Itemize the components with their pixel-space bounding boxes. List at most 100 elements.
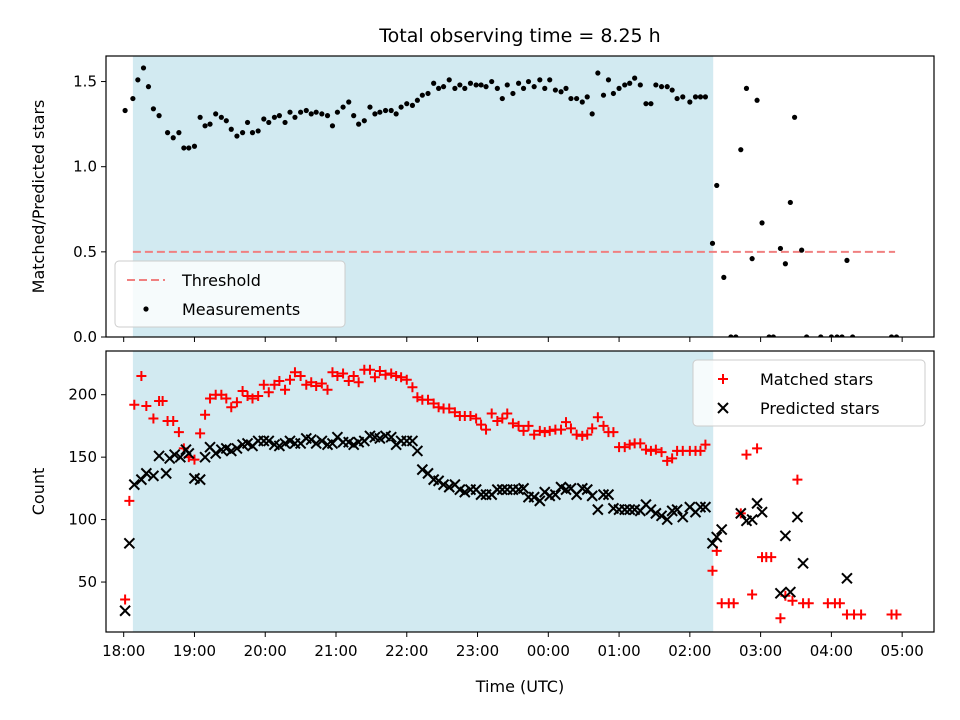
predicted-star-point (491, 483, 504, 496)
measurement-point (537, 77, 543, 83)
matched-star-point (380, 369, 391, 380)
predicted-star-point (671, 503, 683, 516)
matched-star-point (656, 447, 667, 458)
matched-star-point (374, 365, 385, 376)
matched-star-point (766, 552, 777, 563)
matched-star-point (481, 424, 492, 435)
matched-star-point (834, 598, 845, 609)
matched-star-point (556, 424, 567, 435)
matched-star-point (507, 418, 518, 429)
matched-star-point (471, 413, 482, 424)
y-axis-label: Matched/Predicted stars (29, 100, 48, 294)
measurement-point (135, 77, 141, 83)
predicted-star-point (619, 503, 631, 516)
matched-star-point (258, 379, 269, 390)
measurement-point (547, 77, 553, 83)
measurement-point (552, 87, 558, 93)
matched-star-point (486, 408, 497, 419)
measurement-point (361, 118, 367, 124)
measurement-point (414, 97, 420, 103)
measurement-point (648, 101, 654, 107)
measurement-point (531, 84, 537, 90)
measurement-point (218, 114, 224, 120)
legend-predicted-label: Predicted stars (760, 399, 880, 418)
matched-star-point (168, 415, 179, 426)
matched-star-point (157, 395, 168, 406)
measurement-point (452, 85, 458, 91)
predicted-star-point (592, 503, 604, 516)
measurement-point (473, 82, 479, 88)
matched-star-point (598, 420, 609, 431)
matched-star-point (391, 370, 402, 381)
measurement-point (170, 135, 176, 141)
measurement-point (457, 82, 463, 88)
predicted-star-point (128, 478, 141, 491)
measurement-point (888, 334, 895, 337)
matched-star-point (129, 399, 140, 410)
measurement-point (568, 95, 574, 102)
measurement-point (510, 90, 516, 97)
measurement-point (499, 95, 505, 102)
matched-star-point (289, 367, 300, 378)
legend-box (114, 260, 346, 328)
x-tick-label: 00:00 (527, 642, 570, 660)
measurement-point (782, 261, 788, 267)
predicted-star-point (746, 513, 758, 526)
predicted-star-point (751, 497, 763, 510)
predicted-star-point (597, 488, 610, 501)
measurement-point (419, 92, 425, 98)
measurement-point (478, 82, 484, 88)
predicted-star-point (258, 435, 270, 447)
measurement-point (850, 334, 856, 337)
measurement-point (367, 104, 373, 110)
matched-star-point (274, 375, 285, 386)
x-tick-label: 02:00 (668, 642, 711, 660)
matched-star-point (338, 368, 349, 379)
measurement-point (616, 85, 622, 91)
measurement-point (276, 113, 282, 119)
measurement-point (122, 107, 128, 114)
measurement-point (308, 111, 314, 117)
predicted-star-point (416, 463, 429, 476)
measurement-point (319, 111, 325, 117)
legend: Matched stars Predicted stars (692, 359, 926, 427)
matched-star-point (407, 382, 418, 393)
matched-star-point (322, 384, 333, 395)
measurement-point (266, 119, 272, 126)
measurement-point (130, 95, 136, 102)
measurement-point (777, 245, 784, 252)
measurement-point (828, 334, 834, 337)
measurement-point (164, 130, 171, 136)
matched-star-point (396, 372, 407, 383)
measurement-point (223, 118, 229, 124)
matched-star-point (741, 449, 752, 460)
matched-star-point (280, 384, 291, 395)
predicted-star-point (650, 507, 662, 520)
predicted-star-point (735, 507, 747, 520)
matched-star-point (401, 374, 412, 385)
matched-star-point (707, 565, 718, 576)
measurement-point (377, 109, 383, 115)
measurement-point (743, 85, 750, 91)
measurement-point (658, 84, 665, 90)
predicted-star-point (140, 467, 153, 480)
measurement-point (839, 334, 845, 337)
measurement-point (382, 107, 389, 114)
legend-measurements-swatch (143, 306, 149, 312)
legend-measurements-label: Measurements (182, 300, 300, 319)
matched-star-point (205, 393, 216, 404)
x-tick-label: 03:00 (739, 642, 782, 660)
predicted-star-point (475, 488, 487, 501)
measurement-point (244, 119, 251, 126)
measurement-point (714, 182, 720, 189)
measurement-point (372, 111, 378, 117)
predicted-star-point (443, 481, 455, 493)
measurement-point (834, 334, 840, 337)
legend-box (692, 359, 926, 427)
matched-star-point (728, 598, 739, 609)
predicted-star-point (310, 437, 322, 450)
observing-window-shade (132, 351, 714, 632)
matched-star-point (667, 453, 678, 464)
measurement-point (791, 114, 798, 120)
axes-frame (105, 350, 935, 633)
